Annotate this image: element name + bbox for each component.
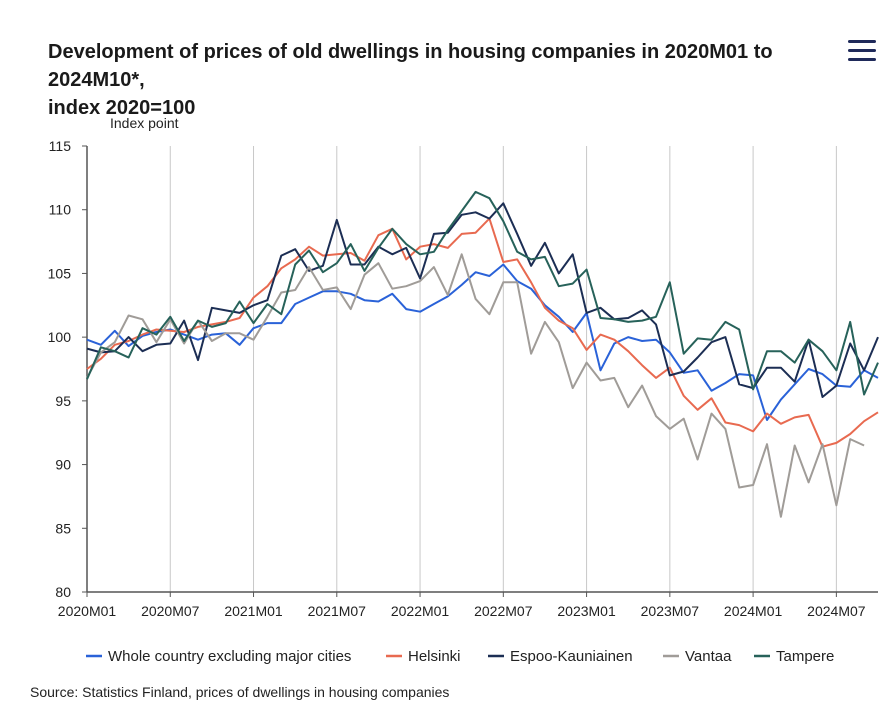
y-tick-label-80: 80	[55, 584, 71, 600]
y-tick-label-115: 115	[49, 138, 72, 154]
x-tick-label-2021M01: 2021M01	[224, 603, 283, 619]
chart-title: Development of prices of old dwellings i…	[48, 38, 818, 122]
y-axis-label: Index point	[110, 115, 179, 131]
y-tick-label-100: 100	[48, 329, 72, 345]
x-tick-label-2021M07: 2021M07	[308, 603, 367, 619]
legend-label-tampere: Tampere	[776, 648, 834, 665]
x-tick-label-2020M01: 2020M01	[58, 603, 117, 619]
y-tick-label-95: 95	[55, 393, 71, 409]
hamburger-menu-icon[interactable]	[848, 40, 880, 64]
axes: 80 85 90 95 100 105 110 115 2020M01 2020M07 2021M0…	[48, 138, 878, 619]
x-tick-label-2020M07: 2020M07	[141, 603, 200, 619]
series-lines	[86, 190, 879, 518]
y-tick-label-110: 110	[49, 202, 72, 218]
chart-title-line-1: Development of prices of old dwellings i…	[48, 41, 773, 91]
legend-label-helsinki: Helsinki	[408, 648, 461, 665]
series-line-espoo-kauniainen	[86, 202, 879, 398]
series-line-whole-country-excluding-major-cities	[86, 263, 879, 421]
legend-label-espoo-kauniainen: Espoo-Kauniainen	[510, 648, 633, 665]
legend: Whole country excluding major cities Hels…	[86, 648, 834, 665]
chart-title-line-2: index 2020=100	[48, 97, 196, 119]
series-line-tampere	[86, 190, 879, 396]
y-tick-label-105: 105	[48, 265, 72, 281]
x-tick-label-2024M01: 2024M01	[724, 603, 783, 619]
x-tick-label-2023M01: 2023M01	[557, 603, 616, 619]
legend-label-whole-country-excluding-major-cities: Whole country excluding major cities	[108, 648, 351, 665]
x-tick-label-2023M07: 2023M07	[641, 603, 700, 619]
grid-lines	[169, 146, 837, 592]
x-tick-label-2022M01: 2022M01	[391, 603, 450, 619]
x-tick-label-2022M07: 2022M07	[474, 603, 533, 619]
y-tick-label-85: 85	[55, 520, 71, 536]
x-tick-label-2024M07: 2024M07	[807, 603, 866, 619]
source-note: Source: Statistics Finland, prices of dw…	[30, 684, 450, 700]
legend-label-vantaa: Vantaa	[685, 648, 732, 665]
y-tick-label-90: 90	[55, 457, 71, 473]
series-line-vantaa	[86, 253, 865, 518]
series-line-helsinki	[86, 217, 879, 448]
